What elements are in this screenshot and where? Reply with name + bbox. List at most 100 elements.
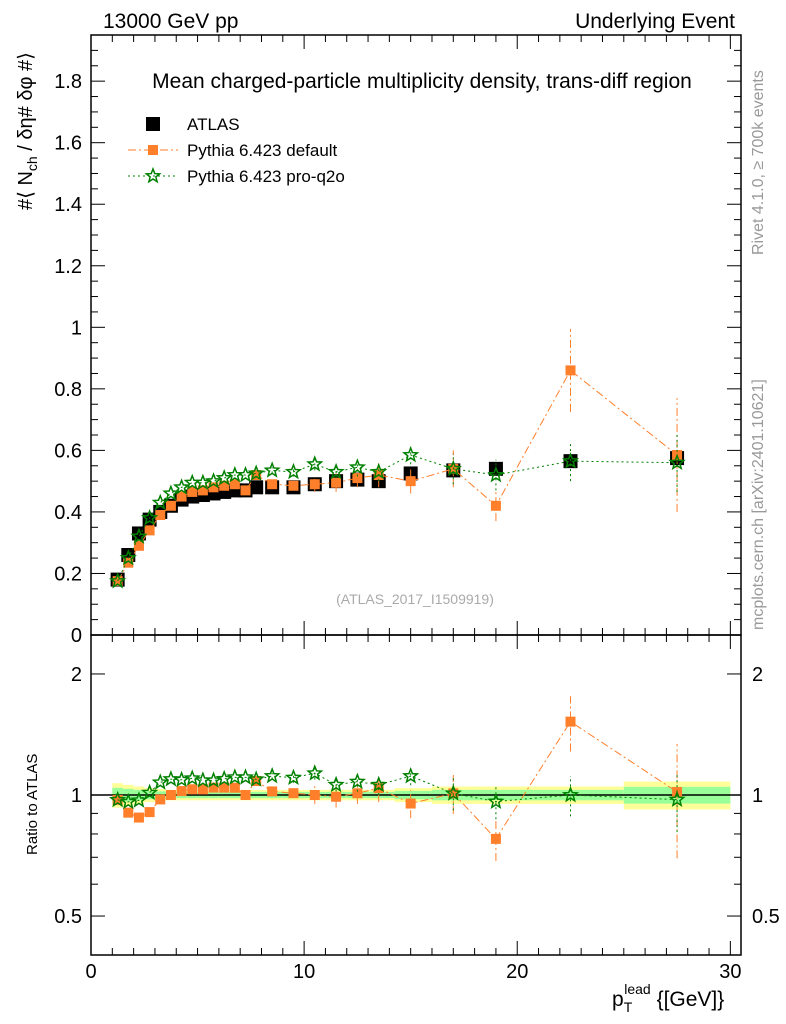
pythia-proq2o-point xyxy=(204,472,223,489)
pythia-default-point xyxy=(197,485,208,496)
pythia-default-point xyxy=(123,557,134,568)
pythia-proq2o-point xyxy=(402,445,420,463)
pythia-proq2o-point xyxy=(119,548,137,566)
pythia-proq2o-point xyxy=(247,464,265,481)
pythia-proq2o-point xyxy=(151,493,169,511)
pythia-default-point xyxy=(331,477,342,488)
y-tick-label: 0 xyxy=(71,625,82,647)
pythia-proq2o-point xyxy=(108,790,127,808)
pythia-default-point xyxy=(565,365,576,376)
chart-title: Mean charged-particle multiplicity densi… xyxy=(152,70,692,93)
pythia-proq2o-point xyxy=(444,459,462,477)
atlas-point xyxy=(146,117,160,131)
pythia-proq2o-point xyxy=(236,465,255,483)
pythia-proq2o-point xyxy=(215,769,233,787)
pythia-proq2o-point xyxy=(668,453,686,471)
pythia-default-point xyxy=(148,145,158,155)
ratio-y-axis-label: Ratio to ATLAS xyxy=(24,754,41,855)
pythia-proq2o-point xyxy=(162,484,180,501)
pythia-default-point xyxy=(267,479,278,490)
pythia-proq2o-point xyxy=(236,768,255,785)
pythia-default-point xyxy=(288,480,299,491)
pythia-proq2o-point xyxy=(284,462,303,480)
pythia-proq2o-point xyxy=(487,465,505,483)
pythia-default-point xyxy=(133,812,144,823)
x-axis-label: pTlead {[GeV]} xyxy=(612,981,724,1015)
rivet-label: Rivet 4.1.0, ≥ 700k events xyxy=(750,70,767,255)
pythia-default-point xyxy=(352,788,363,799)
pythia-default-point xyxy=(219,782,230,793)
pythia-default-point xyxy=(197,784,208,795)
ratio-y-tick-label: 2 xyxy=(71,664,82,686)
y-tick-label: 0.6 xyxy=(54,440,82,462)
y-tick-label: 0.2 xyxy=(54,563,82,585)
series-line xyxy=(117,369,678,582)
pythia-default-point xyxy=(165,790,176,800)
y-tick-label: 0.8 xyxy=(54,379,82,401)
pythia-proq2o-point xyxy=(561,452,580,469)
pythia-default-point xyxy=(187,486,198,497)
series-line xyxy=(117,454,678,582)
pythia-default-point xyxy=(229,479,240,490)
pythia-default-point xyxy=(155,510,166,520)
pythia-default-point xyxy=(133,540,144,551)
pythia-default-point xyxy=(144,807,155,818)
pythia-proq2o-point xyxy=(130,791,148,808)
y-tick-label: 0.4 xyxy=(54,502,82,524)
watermark: (ATLAS_2017_I1509919) xyxy=(336,591,494,607)
pythia-default-point xyxy=(240,485,251,496)
pythia-proq2o-point xyxy=(370,775,388,793)
pythia-default-point xyxy=(155,794,166,805)
pythia-default-point xyxy=(219,480,230,491)
pythia-proq2o-point xyxy=(327,462,345,480)
y-tick-label: 1.2 xyxy=(54,256,82,278)
x-tick-label: 0 xyxy=(85,961,96,983)
atlas-point xyxy=(249,480,264,495)
pythia-default-point xyxy=(565,716,576,727)
legend-label: Pythia 6.423 default xyxy=(187,141,338,160)
pythia-default-point xyxy=(251,776,262,787)
header-left: 13000 GeV pp xyxy=(103,10,238,33)
pythia-default-point xyxy=(331,791,342,802)
legend-label: ATLAS xyxy=(187,115,240,134)
pythia-default-point xyxy=(251,470,262,480)
x-tick-label: 10 xyxy=(293,961,315,983)
pythia-default-point xyxy=(405,476,416,487)
pythia-default-point xyxy=(187,784,198,795)
pythia-proq2o-point xyxy=(348,772,367,790)
y-tick-label: 1.6 xyxy=(54,133,82,155)
pythia-default-point xyxy=(405,798,416,809)
y-tick-label: 1 xyxy=(71,317,82,339)
y-axis-label: #⟨ Nch / δη# δφ #⟩ xyxy=(15,52,40,210)
pythia-proq2o-point xyxy=(561,785,580,803)
x-tick-label: 30 xyxy=(719,961,741,983)
pythia-proq2o-point xyxy=(140,508,159,526)
pythia-proq2o-point xyxy=(348,458,367,475)
pythia-proq2o-point xyxy=(144,166,162,184)
pythia-default-point xyxy=(240,790,251,800)
ratio-y-tick-label-right: 1 xyxy=(752,785,763,807)
pythia-proq2o-point xyxy=(130,527,148,544)
pythia-default-point xyxy=(309,790,320,800)
x-tick-label: 20 xyxy=(506,961,528,983)
pythia-proq2o-point xyxy=(370,462,388,480)
ratio-y-tick-label-right: 0.5 xyxy=(752,906,780,928)
mcplots-label: mcplots.cern.ch [arXiv:2401.10621] xyxy=(750,379,767,630)
pythia-default-point xyxy=(176,491,187,502)
pythia-default-point xyxy=(165,500,176,511)
pythia-proq2o-point xyxy=(444,784,462,801)
y-tick-label: 1.4 xyxy=(54,194,82,216)
pythia-default-point xyxy=(309,479,320,490)
pythia-proq2o-point xyxy=(215,468,233,486)
pythia-proq2o-point xyxy=(263,461,281,478)
pythia-proq2o-point xyxy=(327,775,345,793)
legend-label: Pythia 6.423 pro-q2o xyxy=(187,167,345,186)
pythia-default-point xyxy=(176,786,187,797)
ratio-series-line xyxy=(117,772,678,803)
pythia-default-point xyxy=(229,782,240,793)
pythia-default-point xyxy=(144,525,155,536)
pythia-proq2o-point xyxy=(108,572,127,589)
pythia-default-point xyxy=(490,833,501,844)
pythia-proq2o-point xyxy=(140,783,159,801)
